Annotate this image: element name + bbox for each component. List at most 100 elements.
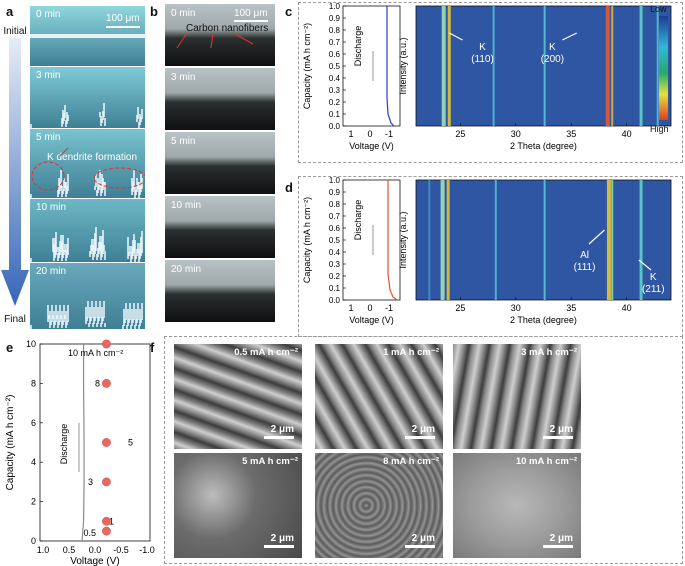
y-tick-label: 0.5 [329,236,341,245]
sem-scale-bar [405,436,435,439]
down-arrow-icon [1,38,29,306]
panel-a-time-label: 3 min [36,70,61,81]
voltage-axis-label: Voltage (V) [349,315,394,325]
capacity-axis-label: Capacity (mA h cm⁻²) [302,197,312,283]
theta-tick-label: 35 [566,129,576,139]
panel-a-scale-text: 100 μm [106,13,140,24]
al111-arrow [588,229,605,245]
sem-image: 0.5 mA h cm⁻² 2 μm [174,344,302,449]
y-tick-label: 0.9 [329,14,341,23]
y-tick-label: 6 [31,418,36,428]
panel-b-frame: 5 min [165,132,275,194]
panel-b-time-label: 5 min [171,136,196,147]
voltage-tick-label: -1 [385,129,393,139]
point-label: 5 [128,438,133,448]
panel-b-time-label: 20 min [171,264,202,275]
sem-label: 5 mA h cm⁻² [242,456,298,467]
theta-tick-label: 40 [622,303,632,313]
diffraction-band [605,6,610,126]
theta-tick-label: 30 [511,303,521,313]
dendrite-annotation: K dendrite formation [47,152,138,163]
panel-d-chart: 0.0 0.1 0.2 0.3 0.4 0.5 0.6 0.7 0.8 0.9 1.0 1 0 -1 Vol… [302,176,672,325]
point-label: 0.5 [83,528,96,538]
discharge-label: Discharge [353,26,363,67]
y-tick-label: 0.6 [329,224,341,233]
diffraction-band [656,6,659,126]
k211-hkl: (211) [642,284,665,295]
panel-b-frame: 20 min [165,260,275,322]
diffraction-band [446,180,450,300]
diffraction-band [492,6,495,126]
capacity-axis-label: Capacity (mA h cm⁻²) [302,23,312,109]
theta-tick-label: 25 [455,129,465,139]
x-tick-label: 1.0 [37,545,50,555]
sem-scale-text: 2 μm [411,533,435,544]
sem-scale-bar [264,436,294,439]
y-tick-label: 0.7 [329,38,341,47]
point-label: 1 [109,516,114,526]
al111-label: Al [580,250,589,261]
diffraction-band [428,180,431,300]
k110-arrow [448,32,463,41]
sem-scale-text: 2 μm [270,533,294,544]
discharge-label: Discharge [353,200,363,241]
voltage-curve [386,6,395,127]
y-tick-label: 0 [31,536,36,546]
panel-c-border [298,2,683,163]
panel-d-letter: d [285,180,293,195]
sem-scale-text: 2 μm [411,424,435,435]
sem-label: 0.5 mA h cm⁻² [234,347,298,358]
y-tick-label: 0.5 [329,62,341,71]
y-tick-label: 0.7 [329,212,341,221]
data-point [102,438,111,447]
panel-b-time-label: 0 min [171,8,196,19]
theta-axis-label: 2 Theta (degree) [510,315,577,325]
nanofiber-arrows [176,32,254,49]
panel-c-chart: 0.0 0.1 0.2 0.3 0.4 0.5 0.6 0.7 0.8 0.9 1.0 1 0 -1 Vol… [302,2,672,151]
panel-f-border [164,336,683,564]
y-tick-label: 0.0 [329,122,341,131]
diffraction-band [441,6,446,126]
sem-scale-bar [543,545,573,548]
panel-b-scale-text: 100 μm [234,8,268,19]
data-point [102,516,111,526]
xrd-heatmap [415,5,672,127]
panel-b-letter: b [150,4,158,19]
panel-a-frame: 5 min [30,129,145,198]
colorbar-high-label: High [650,124,669,134]
discharge-label: Discharge [59,424,69,465]
plot-frame [39,343,151,542]
sem-scale-bar [543,436,573,439]
y-tick-label: 4 [31,457,36,467]
sem-label: 10 mA h cm⁻² [515,456,577,467]
sem-scale-text: 2 μm [549,424,573,435]
carbon-nanofibers-annotation: Carbon nanofibers [186,23,269,34]
y-tick-label: 0.0 [329,296,341,305]
panel-a-frame: 3 min [30,67,145,128]
x-tick-label: -0.5 [113,545,129,555]
y-tick-label: 0.4 [329,74,341,83]
diffraction-band [440,180,445,300]
final-label: Final [4,314,26,325]
sem-scale-text: 2 μm [270,424,294,435]
k200-hkl: (200) [541,54,564,65]
voltage-plot-frame [342,179,401,301]
y-tick-label: 10 [26,339,36,349]
panel-b-frame: 3 min [165,68,275,130]
voltage-plot-frame [342,5,401,127]
k200-label: K [549,42,556,53]
theta-tick-label: 25 [455,303,465,313]
diffraction-band [494,180,497,300]
sem-scale-text: 2 μm [549,533,573,544]
y-tick-label: 0.8 [329,26,341,35]
theta-tick-label: 30 [511,129,521,139]
panel-a-scale-bar [106,26,140,28]
y-tick-label: 0.1 [329,110,341,119]
voltage-axis-label: Voltage (V) [349,141,394,151]
diffraction-band [606,180,611,300]
voltage-tick-label: 1 [348,303,353,313]
xrd-heatmap [415,179,672,301]
voltage-tick-label: 0 [367,303,372,313]
sem-image: 10 mA h cm⁻² 2 μm [453,453,581,558]
y-axis-label: Capacity (mA h cm⁻²) [5,395,16,491]
